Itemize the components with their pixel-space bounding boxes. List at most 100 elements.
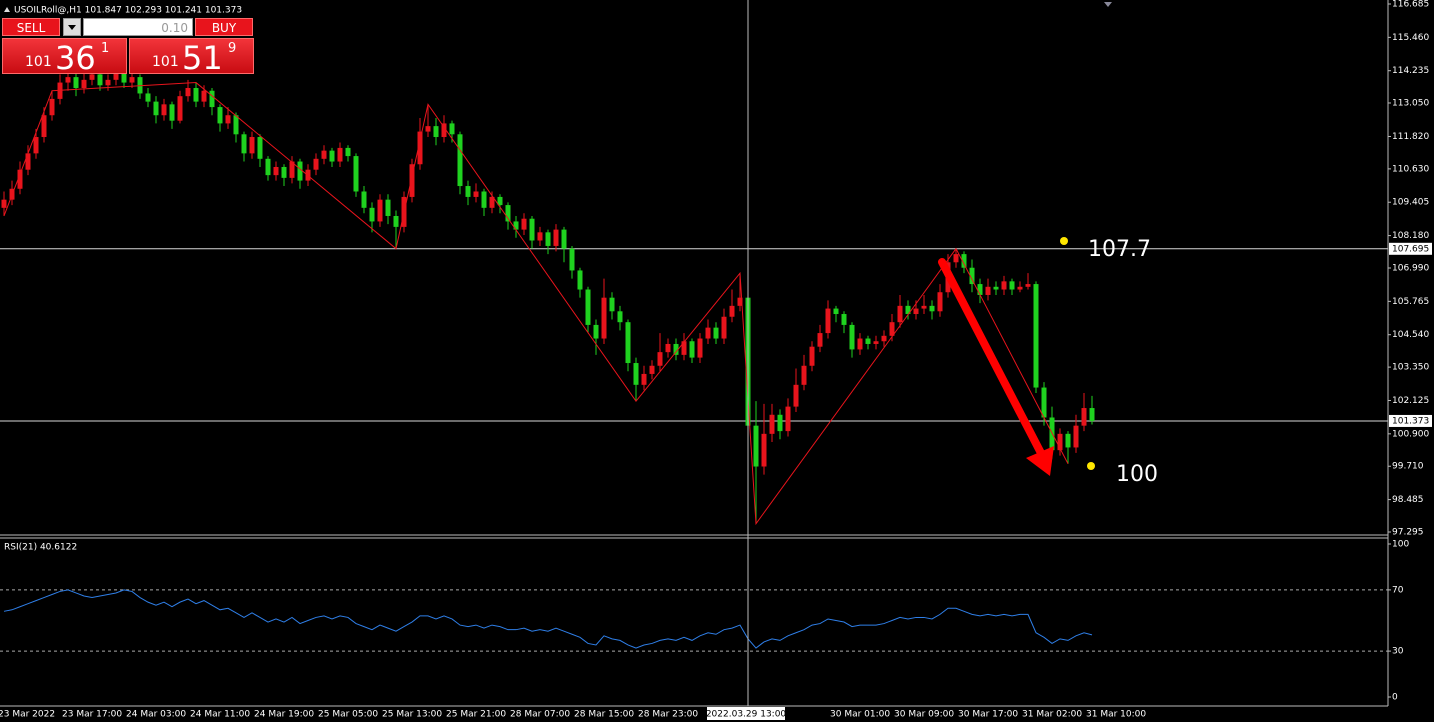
marker xyxy=(1104,2,1112,7)
y-tick-label: 106.990 xyxy=(1392,264,1429,274)
candle-body xyxy=(313,158,319,170)
candle-body xyxy=(977,284,983,295)
candle-body xyxy=(473,191,479,197)
arrow-head xyxy=(1026,446,1054,476)
candle-body xyxy=(1041,387,1047,418)
candle-body xyxy=(649,365,655,374)
candle-body xyxy=(985,286,991,295)
candle-body xyxy=(857,338,863,350)
candle-body xyxy=(1089,408,1095,421)
candle-body xyxy=(849,324,855,350)
candle-body xyxy=(625,322,631,364)
candle-body xyxy=(833,308,839,315)
candle-body xyxy=(145,93,151,102)
candle-body xyxy=(889,322,895,336)
y-tick-label: 100 xyxy=(1392,540,1409,550)
candle-body xyxy=(385,199,391,216)
x-tick-label: 30 Mar 01:00 xyxy=(830,710,890,720)
y-tick-label: 114.235 xyxy=(1392,66,1429,76)
sell-button[interactable]: SELL xyxy=(2,18,60,36)
candle-body xyxy=(657,352,663,366)
candle-body xyxy=(361,191,367,208)
x-tick-label: 25 Mar 05:00 xyxy=(318,710,378,720)
candle-body xyxy=(961,254,967,268)
candle-body xyxy=(409,164,415,197)
candle-body xyxy=(281,166,287,178)
candle-body xyxy=(969,267,975,285)
candle-body xyxy=(585,289,591,325)
candle-body xyxy=(665,343,671,353)
chart-title: USOILRoll@,H1 101.847 102.293 101.241 10… xyxy=(14,6,242,16)
title-icon xyxy=(4,7,10,12)
sell-price-box[interactable]: 101 36 1 xyxy=(2,38,127,77)
candle-body xyxy=(817,333,823,347)
candle-body xyxy=(177,96,183,121)
candle-body xyxy=(465,186,471,197)
candle-body xyxy=(825,308,831,334)
candle-body xyxy=(513,221,519,230)
candle-body xyxy=(481,191,487,208)
x-tick-label: 24 Mar 03:00 xyxy=(126,710,186,720)
buy-price-box[interactable]: 101 51 9 xyxy=(129,38,254,77)
candle-body xyxy=(697,338,703,358)
y-tick-label: 108.180 xyxy=(1392,231,1429,241)
big-figure: 101 xyxy=(25,54,52,70)
candle-body xyxy=(1065,433,1071,448)
candle-body xyxy=(65,77,71,83)
candle-body xyxy=(809,346,815,366)
x-tick-label: 30 Mar 17:00 xyxy=(958,710,1018,720)
annotation-dot xyxy=(1087,462,1095,470)
x-tick-label: 25 Mar 21:00 xyxy=(446,710,506,720)
crosshair-label: 2022.03.29 13:00 xyxy=(706,710,787,720)
candle-body xyxy=(17,169,23,189)
candle-body xyxy=(689,341,695,358)
candle-body xyxy=(185,88,191,97)
candle-body xyxy=(249,137,255,154)
lot-dropdown[interactable] xyxy=(63,18,81,36)
point: 1 xyxy=(101,41,110,56)
x-tick-label: 28 Mar 07:00 xyxy=(510,710,570,720)
candle-body xyxy=(81,79,87,89)
candle-body xyxy=(841,314,847,325)
candle-body xyxy=(1057,433,1063,451)
candle-body xyxy=(921,305,927,309)
candle-body xyxy=(217,107,223,124)
candle-body xyxy=(1,199,7,208)
marks-layer xyxy=(1,63,1095,649)
buy-button[interactable]: BUY xyxy=(195,18,253,36)
candle-body xyxy=(617,311,623,323)
x-tick-label: 24 Mar 19:00 xyxy=(254,710,314,720)
candle-body xyxy=(737,297,743,306)
candle-body xyxy=(505,205,511,222)
candle-body xyxy=(393,215,399,227)
y-tick-label: 99.710 xyxy=(1392,462,1424,472)
candle-body xyxy=(713,327,719,339)
candle-body xyxy=(1017,286,1023,290)
candle-body xyxy=(425,126,431,132)
x-tick-label: 28 Mar 15:00 xyxy=(574,710,634,720)
lot-input[interactable]: 0.10 xyxy=(83,18,193,36)
pips: 51 xyxy=(182,39,223,77)
x-tick-label: 25 Mar 13:00 xyxy=(382,710,442,720)
candle-body xyxy=(337,147,343,162)
candle-body xyxy=(49,98,55,116)
crosshair-label-box xyxy=(707,707,785,720)
y-tick-label: 115.460 xyxy=(1392,33,1429,43)
candle-body xyxy=(705,327,711,339)
candle-body xyxy=(97,74,103,86)
candle-body xyxy=(529,218,535,241)
price-label-box xyxy=(1389,414,1432,427)
candle-body xyxy=(721,316,727,339)
x-tick-label: 28 Mar 23:00 xyxy=(638,710,698,720)
candle-body xyxy=(209,90,215,108)
candle-body xyxy=(929,305,935,312)
candle-body xyxy=(593,324,599,339)
candle-body xyxy=(953,254,959,263)
x-tick-label: 23 Mar 2022 xyxy=(0,710,55,720)
candle-body xyxy=(377,199,383,222)
annotation-dot xyxy=(1060,237,1068,245)
candle-body xyxy=(1073,425,1079,448)
annotation: 107.7 xyxy=(1088,237,1151,262)
candle-body xyxy=(793,384,799,407)
